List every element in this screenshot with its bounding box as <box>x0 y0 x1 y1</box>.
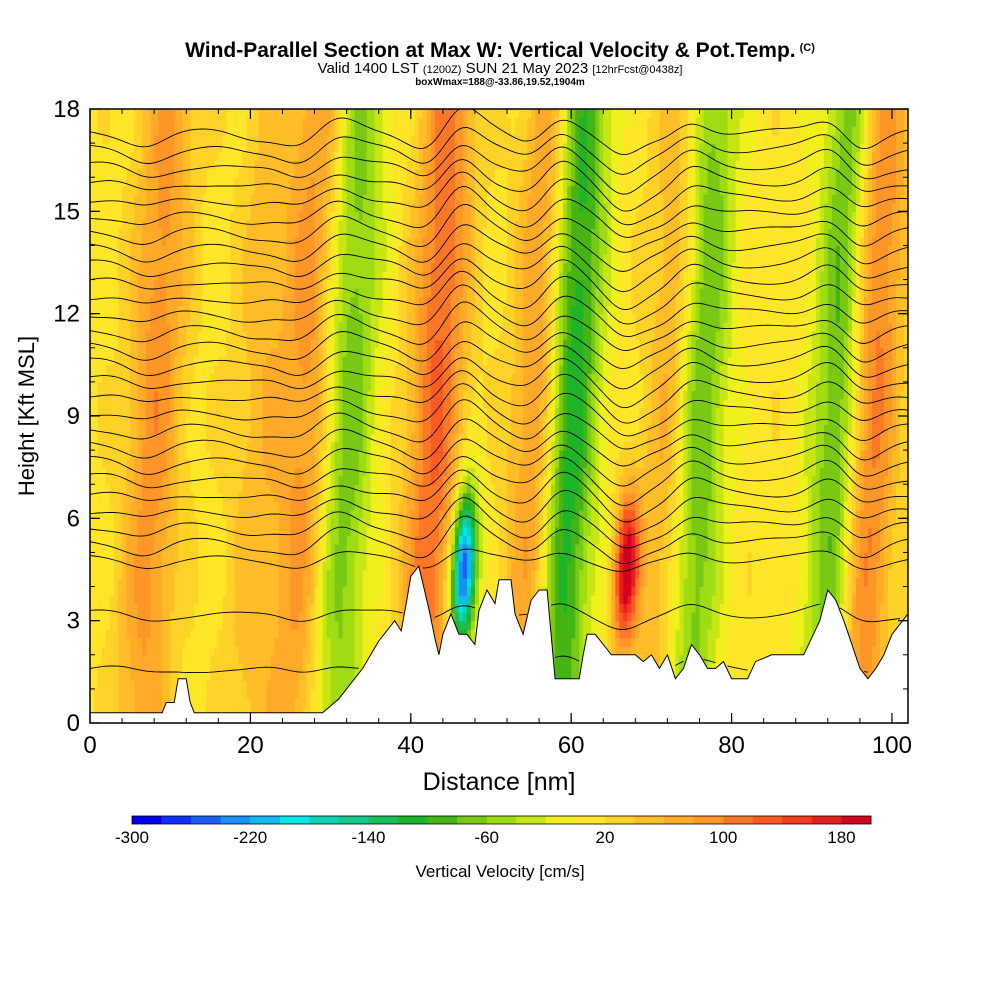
isentrope-line <box>90 357 908 409</box>
isentrope-line <box>90 341 908 390</box>
colorbar-swatch <box>309 816 340 824</box>
colorbar-swatch <box>457 816 488 824</box>
isentropes <box>90 109 908 674</box>
y-tick-label: 9 <box>67 403 80 430</box>
isentrope-line <box>90 455 908 507</box>
colorbar-swatch <box>220 816 251 824</box>
y-tick-label: 15 <box>53 198 80 225</box>
isentrope-line <box>90 243 908 293</box>
isentrope-line <box>90 159 908 212</box>
isentrope-line <box>90 204 908 253</box>
colorbar-swatch <box>516 816 547 824</box>
colorbar-swatch <box>604 816 635 824</box>
isentrope-line <box>90 171 908 226</box>
isentrope-line <box>90 258 908 310</box>
colorbar-swatch <box>338 816 369 824</box>
isentrope-line <box>90 185 908 238</box>
y-tick-label: 0 <box>67 710 80 737</box>
colorbar-swatch <box>427 816 458 824</box>
colorbar-swatch <box>634 816 665 824</box>
colorbar-swatch <box>191 816 222 824</box>
colorbar-swatch <box>782 816 813 824</box>
colorbar-swatch <box>841 816 872 824</box>
colorbar-swatch <box>250 816 281 824</box>
isentrope-line <box>90 497 908 549</box>
x-tick-label: 20 <box>237 732 264 759</box>
colorbar-label: Vertical Velocity [cm/s] <box>415 862 585 881</box>
isentrope-line <box>90 284 908 338</box>
axes: 0 20 40 60 80 100 0 3 6 9 12 15 18 <box>53 96 912 759</box>
terrain-profile <box>89 564 909 724</box>
isentrope-line <box>90 482 908 536</box>
colorbar-tick-label: 20 <box>595 828 614 847</box>
x-tick-label: 100 <box>872 732 912 759</box>
colorbar-swatch <box>752 816 783 824</box>
y-tick-label: 6 <box>67 505 80 532</box>
x-tick-label: 80 <box>718 732 745 759</box>
isentrope-line <box>90 145 908 195</box>
colorbar-swatch <box>279 816 310 824</box>
isentrope-line <box>90 469 908 523</box>
isentrope-line <box>90 270 908 325</box>
colorbar-swatch <box>398 816 428 824</box>
isentrope-line <box>90 438 908 487</box>
x-tick-label: 0 <box>83 732 96 759</box>
colorbar-swatch <box>545 816 576 824</box>
isentrope-line <box>90 515 908 565</box>
chart-title: Wind-Parallel Section at Max W: Vertical… <box>185 39 815 62</box>
chart-subtitle: Valid 1400 LST (1200Z) SUN 21 May 2023 [… <box>317 60 683 77</box>
colorbar-tick-label: 100 <box>709 828 737 847</box>
colorbar-swatch <box>368 816 399 824</box>
colorbar-tick-label: -220 <box>233 828 267 847</box>
isentrope-line <box>90 383 908 437</box>
isentrope-line <box>90 224 908 272</box>
isentrope-line <box>90 109 908 156</box>
isentrope-line <box>90 399 908 450</box>
colorbar-swatch <box>161 816 192 824</box>
x-tick-label: 40 <box>397 732 424 759</box>
colorbar-tick-label: -60 <box>474 828 499 847</box>
isentrope-line <box>90 370 908 424</box>
colorbar-swatch <box>486 816 517 824</box>
x-axis-label: Distance [nm] <box>423 768 576 796</box>
isentrope-line <box>90 418 908 467</box>
colorbar-tick-label: -300 <box>115 828 149 847</box>
y-axis-label: Height [Kft MSL] <box>14 336 39 496</box>
x-tick-label: 60 <box>558 732 585 759</box>
colorbar-swatch <box>693 816 724 824</box>
chart-box-info: boxWmax=188@-33.86,19.52,1904m <box>415 77 585 88</box>
isentrope-line <box>90 603 901 630</box>
y-tick-label: 12 <box>53 301 80 328</box>
isentrope-line <box>90 301 908 351</box>
colorbar-frame <box>131 815 872 825</box>
colorbar-swatch <box>575 816 606 824</box>
colorbar: -300 -220 -140 -60 20 100 180 <box>115 815 872 847</box>
isentrope-line <box>90 321 908 370</box>
y-tick-label: 3 <box>67 608 80 635</box>
colorbar-swatch <box>811 816 842 824</box>
colorbar-swatch <box>723 816 754 824</box>
isentrope-line <box>90 127 908 175</box>
colorbar-tick-label: -140 <box>351 828 385 847</box>
colorbar-swatch <box>132 816 162 824</box>
isentrope-line <box>90 548 908 572</box>
y-tick-label: 18 <box>53 96 80 123</box>
copyright-mark: (C) <box>799 42 815 54</box>
colorbar-swatch <box>664 816 695 824</box>
isentrope-line <box>90 655 868 674</box>
colorbar-tick-label: 180 <box>827 828 855 847</box>
